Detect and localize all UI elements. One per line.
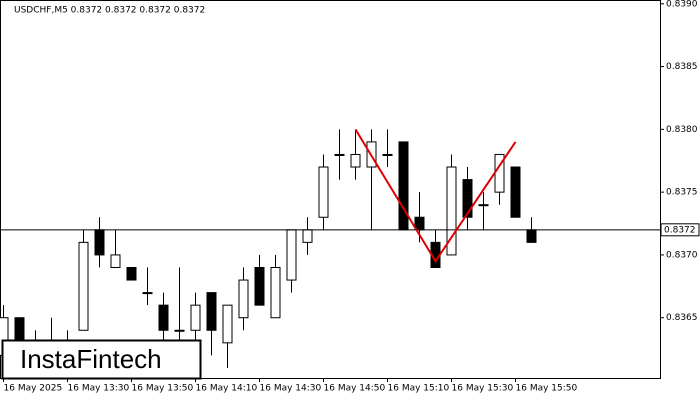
candle-body bbox=[446, 166, 457, 256]
x-tick-label: 16 May 14:30 bbox=[260, 384, 322, 394]
candle-body bbox=[174, 329, 185, 332]
candle-body bbox=[110, 254, 121, 268]
candle-body bbox=[238, 279, 249, 319]
candle-body bbox=[206, 292, 217, 331]
price-label-box bbox=[660, 223, 700, 237]
x-tick-label: 16 May 13:30 bbox=[68, 384, 130, 394]
candle-body bbox=[462, 179, 473, 218]
candle-body bbox=[126, 266, 137, 281]
chart-title: USDCHF,M5 0.8372 0.8372 0.8372 0.8372 bbox=[14, 6, 205, 16]
candle-body bbox=[254, 266, 265, 306]
x-tick-label: 16 May 14:50 bbox=[324, 384, 386, 394]
plot-frame bbox=[0, 0, 661, 379]
y-tick-label: 0.8390 bbox=[666, 0, 698, 9]
candle-body bbox=[94, 229, 105, 256]
candle-body bbox=[398, 141, 409, 231]
x-tick-label: 16 May 15:50 bbox=[516, 384, 578, 394]
y-tick-label: 0.8380 bbox=[666, 125, 698, 135]
candle-body bbox=[302, 229, 313, 243]
brand-box bbox=[1, 339, 202, 380]
x-tick-label: 16 May 2025 bbox=[4, 384, 63, 394]
candle-body bbox=[382, 153, 393, 156]
candle-body bbox=[334, 153, 345, 156]
candle-body bbox=[350, 153, 361, 168]
candle-body bbox=[142, 292, 153, 295]
candle-body bbox=[286, 229, 297, 281]
candle-body bbox=[14, 317, 25, 344]
pattern-line bbox=[354, 128, 517, 264]
candle-body bbox=[478, 204, 489, 207]
candle-body bbox=[158, 304, 169, 331]
brand-logo: InstaFintech bbox=[20, 344, 162, 374]
y-tick-label: 0.8375 bbox=[666, 188, 698, 198]
x-tick-label: 16 May 15:30 bbox=[452, 384, 514, 394]
candle-body bbox=[318, 166, 329, 218]
y-tick-label: 0.8365 bbox=[666, 313, 698, 323]
y-tick-label: 0.8370 bbox=[666, 250, 698, 260]
price-label: 0.8372 bbox=[664, 225, 696, 235]
candle-body bbox=[78, 241, 89, 331]
candle-body bbox=[510, 166, 521, 218]
candle-body bbox=[190, 304, 201, 331]
x-tick-label: 16 May 14:10 bbox=[196, 384, 258, 394]
candle-body bbox=[270, 266, 281, 319]
candle-body bbox=[526, 229, 537, 243]
candle-body bbox=[222, 304, 233, 344]
x-tick-label: 16 May 15:10 bbox=[388, 384, 450, 394]
x-tick-label: 16 May 13:50 bbox=[132, 384, 194, 394]
y-tick-label: 0.8385 bbox=[666, 62, 698, 72]
